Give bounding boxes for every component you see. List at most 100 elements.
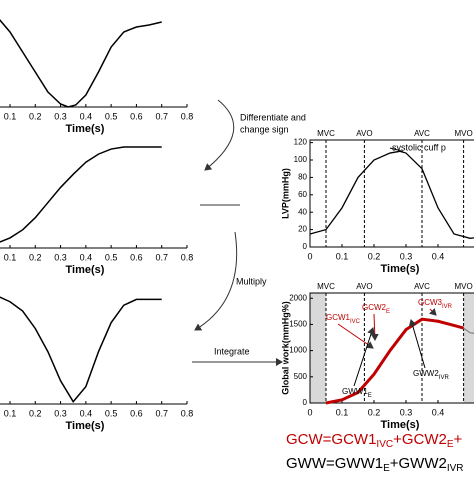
label-sub: E bbox=[386, 309, 390, 315]
label-arrow bbox=[353, 327, 375, 387]
x-tick-label: 0.2 bbox=[29, 252, 42, 262]
y-tick-label: 2000 bbox=[289, 293, 307, 302]
arrow bbox=[204, 99, 235, 171]
plot-frame bbox=[309, 139, 474, 248]
x-tick-label: 0.8 bbox=[181, 252, 194, 262]
label-sub: IVR bbox=[439, 375, 450, 381]
equation-sub: IVR bbox=[447, 463, 464, 474]
equation-part: GCW=GCW1 bbox=[286, 431, 376, 448]
label-main: GCW1 bbox=[326, 313, 351, 322]
equation-sub: IVC bbox=[376, 439, 393, 450]
curve bbox=[309, 150, 474, 239]
x-tick-label: 0.6 bbox=[130, 408, 143, 418]
label-main: GWW2 bbox=[413, 369, 439, 378]
y-tick-label: 500 bbox=[294, 372, 308, 381]
x-tick-label: 0 bbox=[307, 251, 312, 261]
equation-sub: E bbox=[447, 439, 454, 450]
annotation-line bbox=[389, 147, 403, 152]
event-label: MVC bbox=[317, 282, 335, 291]
y-tick-label: 0 bbox=[303, 242, 308, 251]
x-tick-label: 0.3 bbox=[54, 408, 67, 418]
x-tick-label: 0.2 bbox=[29, 111, 42, 121]
y-tick-label: 80 bbox=[298, 173, 307, 182]
shade bbox=[463, 293, 474, 403]
label-main: GCW3 bbox=[418, 298, 443, 307]
equation-part: +GWW2 bbox=[390, 455, 447, 472]
x-tick-label: 0.7 bbox=[155, 252, 168, 262]
curve bbox=[0, 18, 162, 108]
label-main: GWW1 bbox=[342, 387, 368, 396]
work-label: GCW2E bbox=[362, 303, 390, 314]
y-axis-title: LVP(mmHg) bbox=[280, 168, 290, 219]
equation-part: + bbox=[454, 431, 463, 448]
x-tick-label: 0.1 bbox=[4, 408, 17, 418]
y-tick-label: 100 bbox=[294, 155, 308, 164]
x-tick-label: 0.3 bbox=[54, 111, 67, 121]
equation: GCW=GCW1IVC+GCW2E+ bbox=[286, 431, 463, 450]
arrow bbox=[194, 231, 238, 331]
x-tick-label: 0.1 bbox=[336, 251, 349, 261]
event-label: AVO bbox=[356, 282, 372, 291]
curve bbox=[0, 296, 162, 403]
x-tick-label: 0.6 bbox=[130, 111, 143, 121]
y-tick-label: 0 bbox=[303, 398, 308, 407]
x-tick-label: 0.2 bbox=[29, 408, 42, 418]
equation-part: +GCW2 bbox=[393, 431, 447, 448]
x-tick-label: 0.4 bbox=[432, 407, 445, 417]
x-tick-label: 0.4 bbox=[80, 408, 93, 418]
annotation: systolic cuff p bbox=[392, 142, 446, 152]
x-tick-label: 0.4 bbox=[432, 251, 445, 261]
x-tick-label: 0.7 bbox=[155, 408, 168, 418]
x-axis-title: Time(s) bbox=[66, 420, 105, 432]
x-tick-label: 0.7 bbox=[155, 111, 168, 121]
y-axis-title: Global work(mmHg%) bbox=[280, 301, 290, 395]
label-arrow bbox=[408, 319, 426, 369]
x-tick-label: 0.8 bbox=[181, 111, 194, 121]
work-label: GWW2IVR bbox=[413, 369, 449, 380]
x-axis-title: Time(s) bbox=[66, 123, 105, 135]
x-tick-label: 0.1 bbox=[4, 252, 17, 262]
y-tick-label: 40 bbox=[298, 207, 307, 216]
x-axis-title: Time(s) bbox=[381, 419, 420, 431]
x-tick-label: 0.3 bbox=[400, 251, 413, 261]
x-tick-label: 0.8 bbox=[181, 408, 194, 418]
curve bbox=[325, 317, 464, 405]
label-main: GCW2 bbox=[362, 303, 387, 312]
label-sub: E bbox=[368, 393, 372, 399]
curve bbox=[0, 146, 162, 243]
y-tick-label: 120 bbox=[294, 138, 308, 147]
x-axis-title: Time(s) bbox=[66, 264, 105, 276]
work-label: GCW3IVR bbox=[418, 298, 453, 309]
equation-sub: E bbox=[383, 463, 390, 474]
step-label: change sign bbox=[240, 124, 289, 134]
event-label: MVO bbox=[454, 129, 472, 138]
step-label: Differentiate and bbox=[240, 112, 306, 122]
curve bbox=[463, 327, 474, 334]
step-label: Multiply bbox=[236, 276, 267, 286]
label-arrow bbox=[428, 307, 437, 316]
y-tick-label: 60 bbox=[298, 190, 307, 199]
equation-part: GWW=GWW1 bbox=[286, 455, 383, 472]
x-tick-label: 0.5 bbox=[105, 111, 118, 121]
x-tick-label: 0.4 bbox=[80, 252, 93, 262]
x-tick-label: 0 bbox=[307, 407, 312, 417]
event-label: AVC bbox=[414, 282, 430, 291]
x-tick-label: 0.5 bbox=[105, 408, 118, 418]
shade bbox=[310, 293, 326, 403]
plot-frame bbox=[309, 292, 474, 404]
x-tick-label: 0.6 bbox=[130, 252, 143, 262]
event-label: AVO bbox=[356, 129, 372, 138]
x-tick-label: 0.2 bbox=[368, 407, 381, 417]
label-arrow bbox=[370, 313, 379, 341]
x-axis-title: Time(s) bbox=[381, 263, 420, 275]
step-label: Integrate bbox=[214, 346, 250, 356]
x-tick-label: 0.5 bbox=[105, 252, 118, 262]
x-tick-label: 0.1 bbox=[4, 111, 17, 121]
x-tick-label: 0.2 bbox=[368, 251, 381, 261]
event-label: AVC bbox=[414, 129, 430, 138]
x-tick-label: 0.4 bbox=[80, 111, 93, 121]
x-tick-label: 0.3 bbox=[54, 252, 67, 262]
label-sub: IVR bbox=[442, 304, 453, 310]
y-tick-label: 1500 bbox=[289, 320, 307, 329]
label-arrow bbox=[337, 323, 374, 349]
